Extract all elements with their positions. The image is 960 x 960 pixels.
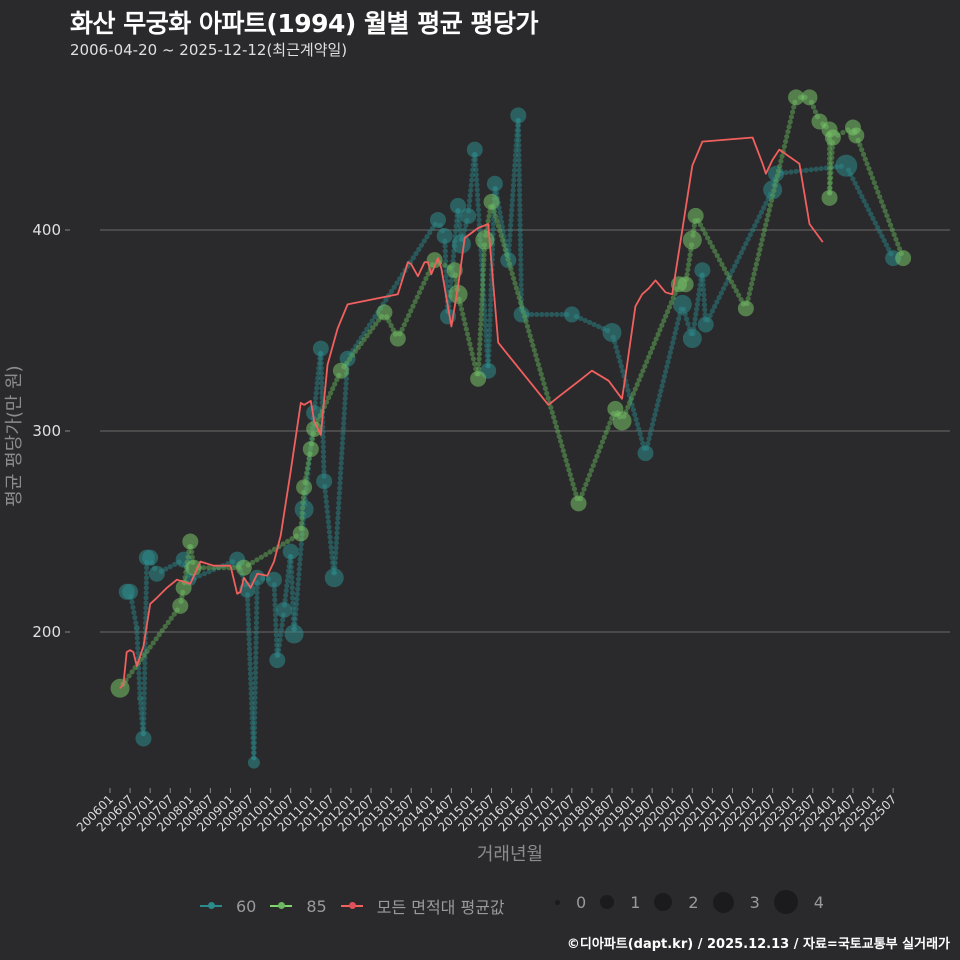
data-point [332, 362, 349, 379]
size-legend-item-1: 1 [600, 893, 640, 912]
data-point [269, 652, 286, 669]
data-point [824, 129, 841, 146]
size-dot-icon [712, 891, 734, 913]
data-point [470, 370, 487, 387]
series-legend: 60 85 모든 면적대 평균값 [200, 893, 519, 919]
data-point [142, 549, 159, 566]
data-point [450, 197, 467, 214]
data-point [510, 107, 527, 124]
legend-label-60: 60 [236, 896, 257, 916]
data-point [135, 730, 152, 747]
series-60 [118, 107, 902, 769]
data-point [389, 330, 406, 347]
size-dot-icon [555, 899, 560, 905]
legend-item-60[interactable]: 60 [200, 897, 256, 916]
x-axis-ticks: 2006012006072007012007072008012008072009… [74, 788, 899, 835]
data-point [697, 316, 714, 333]
data-point [426, 252, 443, 269]
x-axis-title: 거래년월 [477, 844, 543, 865]
size-legend-item-0: 0 [555, 893, 586, 912]
y-tick-label: 400 [32, 221, 61, 239]
gridlines [100, 229, 950, 633]
legend-item-average[interactable]: 모든 면적대 평균값 [340, 894, 505, 918]
data-point [483, 193, 500, 210]
legend-line-average-icon [340, 902, 363, 909]
data-point [292, 525, 309, 542]
data-point [460, 207, 477, 224]
data-point [637, 445, 654, 462]
data-point [682, 329, 702, 349]
data-point [682, 230, 702, 250]
data-point [446, 262, 463, 279]
data-point [306, 420, 323, 437]
legend-label-average: 모든 면적대 평균값 [376, 898, 505, 917]
data-point [324, 568, 344, 588]
legend-item-85[interactable]: 85 [270, 896, 327, 916]
data-point [148, 565, 165, 582]
legend-line-85-icon [270, 902, 293, 909]
data-point [137, 695, 144, 702]
data-point [801, 89, 818, 106]
data-point [835, 154, 858, 177]
data-point [312, 340, 329, 357]
series-85 [110, 89, 912, 698]
data-point [821, 189, 838, 206]
average-line [119, 136, 824, 689]
size-legend-item-3: 3 [712, 891, 760, 913]
size-legend-item-4: 4 [773, 890, 824, 914]
data-point [302, 441, 319, 458]
data-point [276, 601, 293, 618]
data-point [182, 533, 199, 550]
size-dot-icon [773, 890, 798, 914]
data-point [436, 228, 453, 245]
data-point [466, 141, 483, 158]
data-point [247, 756, 260, 769]
data-point [563, 306, 580, 323]
size-dot-icon [600, 895, 615, 909]
chart-title: 화산 무궁화 아파트(1994) 월별 평균 평당가 [70, 9, 538, 38]
data-point [737, 300, 754, 317]
legend-label-85: 85 [306, 896, 327, 916]
data-point [296, 479, 313, 496]
data-point [486, 175, 503, 192]
data-point [451, 234, 471, 254]
data-point [172, 597, 189, 614]
size-legend: 0 1 2 3 4 [555, 890, 838, 914]
size-dot-icon [654, 893, 673, 911]
data-point [284, 624, 304, 644]
data-point [133, 624, 140, 631]
data-point [235, 559, 252, 576]
data-point [677, 276, 694, 293]
series-average-line [119, 136, 824, 689]
data-point [672, 294, 692, 314]
data-point [694, 262, 711, 279]
data-point [429, 211, 446, 228]
legend-line-60-icon [200, 902, 222, 909]
data-point [282, 543, 299, 560]
data-point [848, 127, 865, 144]
y-axis-ticks: 200 300 400 [32, 221, 70, 641]
data-point [788, 89, 805, 106]
data-point [895, 250, 912, 267]
data-point [612, 411, 632, 431]
data-point [122, 583, 139, 600]
data-point [376, 304, 393, 321]
y-tick-label: 300 [32, 422, 61, 440]
data-point [570, 495, 587, 512]
data-point [602, 323, 622, 343]
data-point [185, 559, 202, 576]
source-caption: ©디아파트(dapt.kr) / 2025.12.13 / 자료=국토교통부 실… [566, 937, 950, 952]
y-axis-title: 평균 평당가(만 원) [4, 365, 25, 506]
data-point [316, 473, 333, 490]
data-point [448, 284, 468, 304]
data-point [475, 230, 495, 250]
size-legend-item-2: 2 [654, 893, 699, 912]
data-point [249, 569, 266, 586]
data-point [265, 571, 282, 588]
y-tick-label: 200 [32, 623, 61, 641]
chart-subtitle: 2006-04-20 ~ 2025-12-12(최근계약일) [70, 41, 348, 59]
data-point [687, 207, 704, 224]
